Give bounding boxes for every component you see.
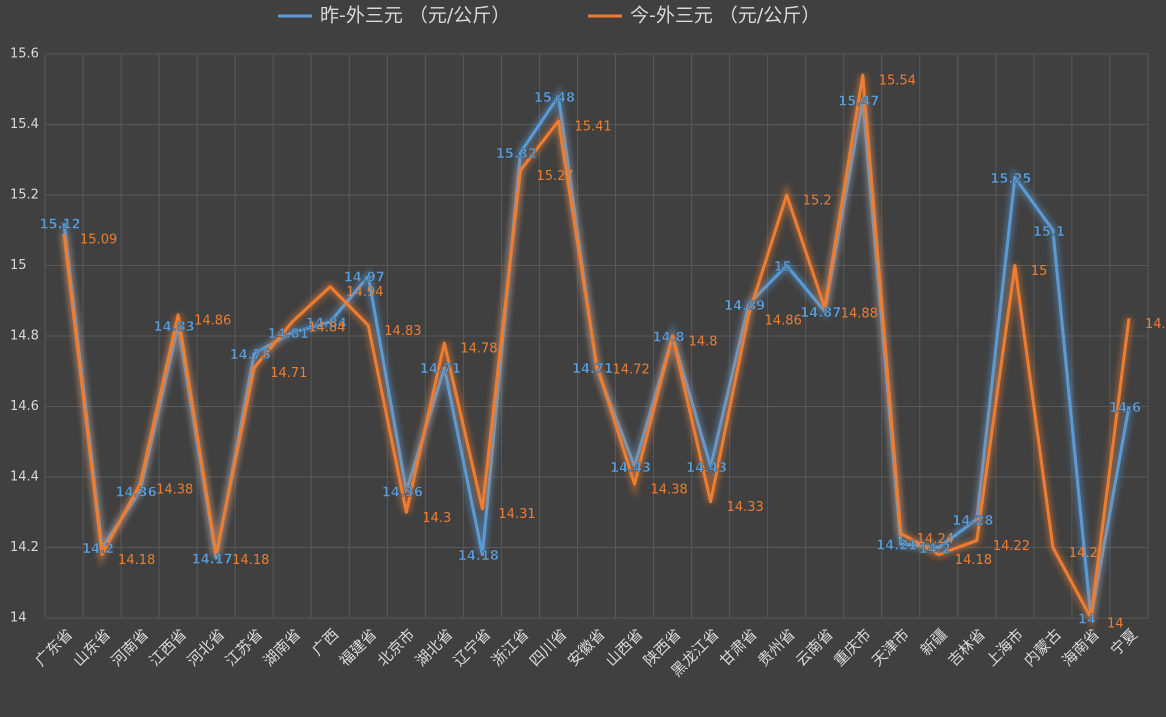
data-label: 14.18 [458,549,499,564]
data-label: 14.43 [686,461,727,476]
data-label: 14.8 [653,331,685,346]
data-label: 14.6 [1109,401,1141,416]
data-label: 14.18 [232,553,269,568]
data-label: 15.25 [990,172,1031,187]
data-label: 14.3 [422,511,451,526]
data-label: 14.84 [308,320,345,335]
data-label: 14.21 [876,538,917,553]
y-tick-label: 15.4 [10,117,39,132]
data-label: 14.38 [651,483,688,498]
data-label: 14.24 [917,532,954,547]
y-tick-label: 14.8 [10,329,39,344]
data-label: 14.83 [154,320,195,335]
y-tick-label: 15 [10,258,27,273]
data-label: 14.89 [724,299,765,314]
data-label: 14.38 [156,483,193,498]
data-label: 14.22 [993,539,1030,554]
data-label: 14.18 [955,553,992,568]
data-label: 14.87 [800,306,841,321]
data-label: 14.2 [919,542,951,557]
data-label: 14.83 [384,324,421,339]
data-label: 14.31 [498,507,535,522]
data-label: 14.81 [268,327,309,342]
data-label: 14.84 [306,316,347,331]
data-label: 14.36 [116,486,157,501]
data-label: 15 [774,260,792,275]
data-label: 15.41 [574,119,611,134]
data-label: 14.71 [420,362,461,377]
data-label: 14.86 [765,313,802,328]
data-label: 14.85 [1145,317,1166,332]
data-label: 14.8 [689,335,718,350]
data-label: 15.32 [496,147,537,162]
data-label: 15.48 [534,91,575,106]
y-tick-label: 15.6 [10,47,39,62]
y-tick-label: 14.4 [10,470,39,485]
data-label: 15.47 [838,94,879,109]
data-label: 14.33 [727,500,764,515]
data-label: 14 [1078,613,1096,628]
data-label: 14.71 [270,366,307,381]
data-label: 14.18 [118,553,155,568]
data-label: 14.28 [952,514,993,529]
data-label: 15.1 [1033,225,1065,240]
legend-label: 今-外三元 （元/公斤） [630,5,820,27]
data-label: 14.2 [82,542,114,557]
data-label: 14.72 [613,363,650,378]
data-label: 15.12 [39,218,80,233]
data-label: 15 [1031,264,1048,279]
data-label: 15.2 [803,194,832,209]
data-label: 14.2 [1069,546,1098,561]
data-label: 14.17 [192,553,233,568]
y-tick-label: 14.6 [10,399,39,414]
y-tick-label: 15.2 [10,188,39,203]
data-label: 14.97 [344,271,385,286]
data-label: 14.78 [460,342,497,357]
data-label: 14.88 [841,306,878,321]
data-label: 15.27 [536,169,573,184]
y-tick-label: 14 [10,611,27,626]
data-label: 15.54 [879,74,916,89]
data-label: 14.86 [194,313,231,328]
data-label: 14 [1107,617,1124,632]
data-label: 14.75 [230,348,271,363]
series-line [62,73,1131,620]
data-label: 14.43 [610,461,651,476]
y-tick-label: 14.2 [10,540,39,555]
data-label: 14.71 [572,362,613,377]
legend-label: 昨-外三元 （元/公斤） [320,5,510,27]
data-label: 14.94 [346,285,383,300]
data-label: 15.09 [80,232,117,247]
data-label: 14.36 [382,486,423,501]
